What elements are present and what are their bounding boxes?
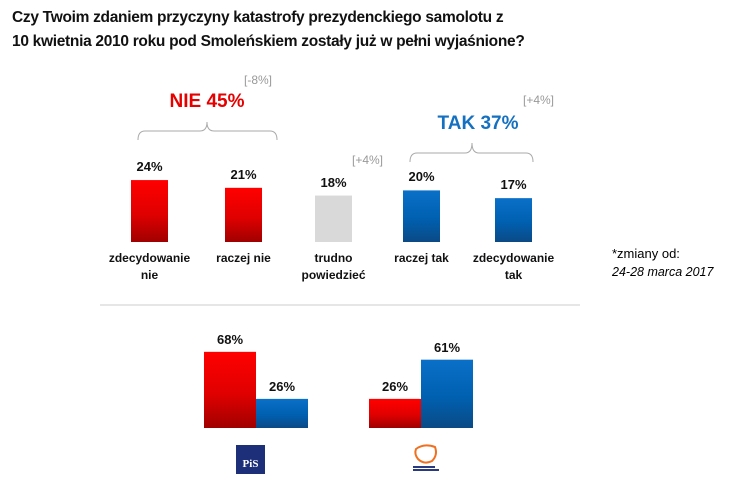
bar-value-label: 20% bbox=[408, 169, 435, 185]
svg-text:PiS: PiS bbox=[243, 458, 259, 470]
bar-4 bbox=[495, 198, 532, 242]
bar-value-label: 24% bbox=[136, 159, 163, 175]
party-bar-value-label: 61% bbox=[433, 339, 461, 355]
bar-value-label: 17% bbox=[500, 177, 527, 193]
category-label: zdecydowanie nie bbox=[108, 251, 191, 282]
tak-bracket bbox=[409, 142, 534, 163]
category-label: zdecydowanie tak bbox=[472, 251, 555, 282]
pis-logo: PiS bbox=[236, 445, 265, 474]
nie-group-label: NIE 45% bbox=[169, 91, 245, 112]
bar-0 bbox=[131, 180, 168, 242]
party-bar-0-0 bbox=[204, 351, 256, 428]
nie-change-label: [-8%] bbox=[244, 73, 273, 87]
bar-value-label: 21% bbox=[230, 166, 257, 182]
bar-2 bbox=[315, 195, 352, 242]
po-logo bbox=[413, 444, 439, 471]
tak-change-label: [+4%] bbox=[523, 93, 555, 107]
title-line-1: Czy Twoim zdaniem przyczyny katastrofy p… bbox=[12, 9, 504, 26]
neutral-change-label: [+4%] bbox=[352, 153, 384, 167]
bar-1 bbox=[225, 187, 262, 242]
party-bar-0-1 bbox=[256, 398, 308, 428]
party-bar-1-1 bbox=[421, 359, 473, 428]
title-line-2: 10 kwietnia 2010 roku pod Smoleńskiem zo… bbox=[12, 33, 525, 50]
party-bar-value-label: 26% bbox=[381, 378, 409, 394]
category-label: trudno powiedzieć bbox=[301, 251, 366, 282]
bar-3 bbox=[403, 190, 440, 242]
tak-group-label: TAK 37% bbox=[437, 113, 519, 134]
party-bar-1-0 bbox=[369, 398, 421, 428]
bar-value-label: 18% bbox=[320, 174, 347, 190]
party-bar-value-label: 68% bbox=[216, 331, 244, 347]
nie-bracket bbox=[137, 121, 278, 141]
footnote-date: 24-28 marca 2017 bbox=[612, 265, 714, 279]
party-bar-value-label: 26% bbox=[268, 378, 296, 394]
category-label: raczej nie bbox=[216, 251, 271, 265]
category-label: raczej tak bbox=[394, 251, 449, 265]
footnote-label: *zmiany od: bbox=[612, 246, 680, 261]
